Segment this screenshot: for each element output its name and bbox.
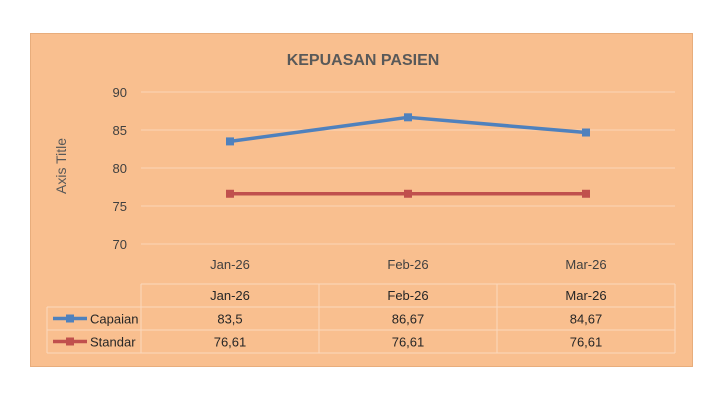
data-point-capaian [226, 137, 234, 146]
chart-title: KEPUASAN PASIEN [287, 52, 440, 69]
y-tick-label: 70 [113, 237, 127, 252]
y-tick-label: 90 [113, 85, 127, 100]
data-point-capaian [404, 113, 412, 122]
data-table: Jan-26 Feb-26 Mar-26 Capaian 83,5 86,67 84,67 S… [46, 283, 676, 354]
table-header-cell: Jan-26 [210, 288, 250, 303]
y-tick-label: 85 [113, 123, 127, 138]
legend-key-marker [66, 314, 74, 323]
x-tick-label: Feb-26 [387, 257, 428, 272]
x-tick-label: Mar-26 [565, 257, 606, 272]
table-value-cell: 86,67 [392, 312, 425, 327]
data-point-standar [404, 189, 412, 198]
legend-label: Standar [90, 335, 136, 350]
table-header-cell: Mar-26 [565, 288, 606, 303]
table-value-cell: 76,61 [214, 335, 247, 350]
y-axis-title: Axis Title [53, 138, 69, 194]
series-lines [226, 113, 590, 198]
data-point-standar [582, 189, 590, 198]
y-tick-label: 80 [113, 161, 127, 176]
y-tick-label: 75 [113, 199, 127, 214]
chart-area: KEPUASAN PASIEN Axis Title 70 75 80 85 90 Ja… [30, 33, 693, 367]
line-chart: KEPUASAN PASIEN Axis Title 70 75 80 85 90 Ja… [46, 52, 676, 354]
x-tick-labels: Jan-26 Feb-26 Mar-26 [210, 257, 606, 272]
table-value-cell: 83,5 [217, 312, 242, 327]
legend-key-marker [66, 337, 74, 346]
y-tick-labels: 70 75 80 85 90 [113, 85, 127, 252]
legend-label: Capaian [90, 312, 138, 327]
table-value-cell: 76,61 [570, 335, 603, 350]
table-value-cell: 84,67 [570, 312, 603, 327]
data-point-standar [226, 189, 234, 198]
table-header-cell: Feb-26 [387, 288, 428, 303]
table-value-cell: 76,61 [392, 335, 425, 350]
x-tick-label: Jan-26 [210, 257, 250, 272]
data-point-capaian [582, 128, 590, 137]
